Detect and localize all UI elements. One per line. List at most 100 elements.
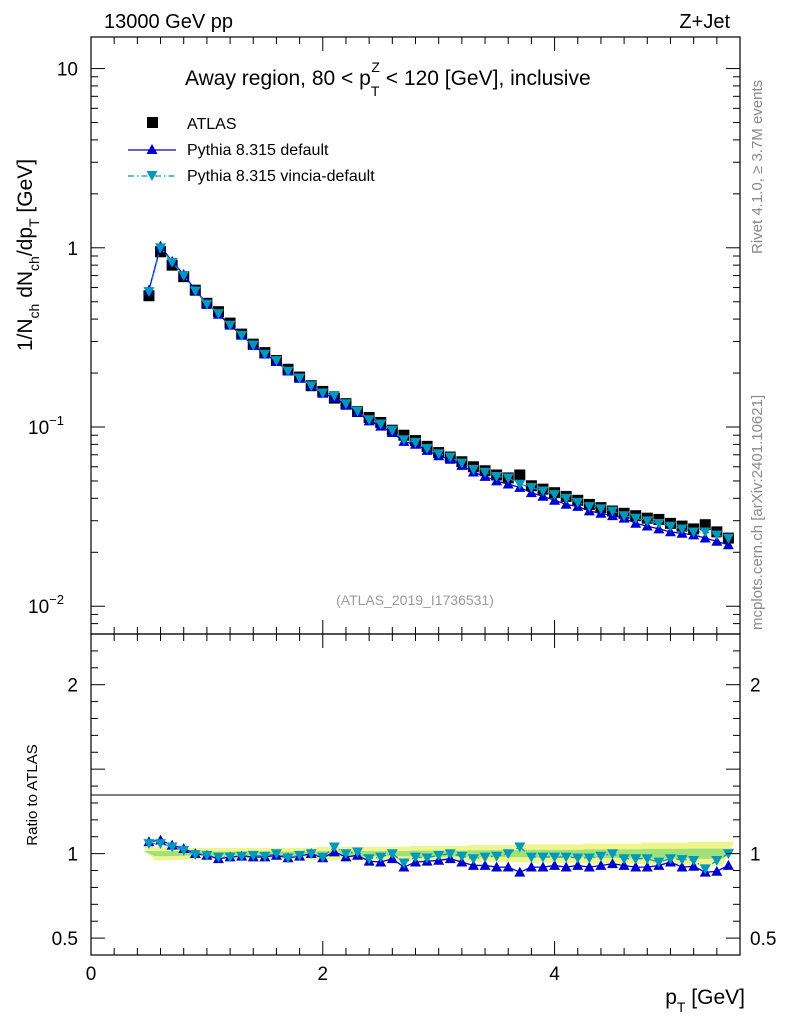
ratio-pythia-default-point — [722, 859, 734, 870]
ratio-pythia-vincia-point — [583, 853, 595, 864]
pythia-vincia-point — [653, 518, 665, 529]
pythia-vincia-point — [688, 527, 700, 538]
pythia-vincia-point — [491, 472, 503, 482]
legend: ATLAS Pythia 8.315 default Pythia 8.315 … — [128, 116, 375, 185]
ratio-y-tick-label-left: 2 — [67, 676, 78, 697]
ratio-pythia-vincia-point — [444, 849, 456, 860]
legend-label-atlas: ATLAS — [187, 116, 237, 133]
atlas-data-point — [398, 429, 410, 441]
ratio-pythia-vincia-point — [595, 851, 607, 862]
pythia-vincia-point — [676, 524, 688, 535]
ratio-pythia-vincia-point — [537, 852, 549, 863]
ratio-pythia-vincia-point — [607, 849, 619, 860]
ratio-pythia-vincia-point — [270, 849, 282, 860]
ratio-pythia-default-point — [525, 861, 537, 872]
pythia-vincia-point — [178, 271, 190, 282]
ratio-pythia-vincia-point — [375, 852, 387, 863]
pythia-vincia-point — [699, 527, 711, 538]
ratio-pythia-default-point — [572, 859, 584, 870]
pythia-vincia-point — [270, 356, 282, 367]
legend-marker-pythia-default — [146, 144, 158, 154]
ratio-pythia-vincia-point — [479, 852, 491, 863]
ratio-pythia-vincia-point — [641, 854, 653, 865]
ratio-pythia-default-point — [711, 865, 723, 876]
ratio-pythia-vincia-point — [212, 852, 224, 863]
ratio-pythia-vincia-point — [699, 864, 711, 875]
pythia-vincia-point — [618, 511, 630, 522]
mcplots-label: mcplots.cern.ch [arXiv:2401.10621] — [749, 395, 766, 630]
ratio-pythia-vincia-point — [189, 850, 201, 860]
ratio-pythia-vincia-point — [491, 851, 503, 862]
x-tick-label: 4 — [549, 964, 560, 985]
ratio-pythia-default-point — [467, 859, 479, 870]
ratio-y-tick-label-left: 1 — [67, 845, 78, 866]
main-y-tick-label: 10 — [57, 60, 78, 81]
pythia-vincia-point — [421, 443, 433, 454]
pythia-vincia-point — [375, 419, 387, 430]
pythia-vincia-point — [456, 458, 468, 469]
pythia-vincia-point — [664, 521, 676, 532]
ratio-pythia-default-point — [641, 861, 653, 872]
ratio-pythia-default-point — [491, 861, 503, 872]
ratio-pythia-vincia-point — [549, 852, 561, 863]
pythia-vincia-point — [537, 486, 549, 497]
pythia-vincia-point — [560, 493, 572, 504]
ratio-pythia-vincia-point — [328, 842, 340, 853]
ratio-pythia-vincia-point — [433, 850, 445, 861]
ratio-tick-labels: 0.5 0.5 1 1 2 2 0 2 4 — [52, 676, 777, 985]
legend-label-pythia-vincia: Pythia 8.315 vincia-default — [187, 168, 375, 185]
legend-label-pythia-default: Pythia 8.315 default — [187, 142, 329, 159]
pythia-vincia-point — [352, 406, 364, 417]
ratio-pythia-vincia-point — [664, 854, 676, 865]
pythia-vincia-point — [294, 373, 306, 384]
pythia-vincia-point — [386, 425, 398, 436]
legend-marker-atlas — [147, 117, 158, 128]
ratio-pythia-vincia-point — [178, 845, 190, 856]
main-panel: 10−2 10−1 1 10 Away region, 80 < pTZ < 120 … — [14, 36, 741, 635]
ratio-y-axis-label: Ratio to ATLAS — [24, 744, 41, 845]
pythia-vincia-point — [189, 286, 201, 297]
ratio-pythia-vincia-point — [502, 849, 514, 860]
ratio-pythia-vincia-point — [456, 851, 468, 862]
ratio-pythia-vincia-point — [363, 854, 375, 865]
pythia-vincia-point — [444, 452, 456, 463]
pythia-vincia-point — [549, 490, 561, 501]
ratio-pythia-vincia-point — [317, 852, 329, 863]
ratio-pythia-vincia-point — [340, 849, 352, 860]
header-left-label: 13000 GeV pp — [104, 11, 233, 33]
ratio-y-tick-label-right: 0.5 — [750, 929, 776, 950]
ratio-pythia-vincia-point — [305, 849, 317, 860]
ratio-pythia-default-point — [502, 861, 514, 872]
pythia-vincia-point — [641, 516, 653, 527]
pythia-vincia-point — [247, 340, 259, 351]
header-right-label: Z+Jet — [679, 11, 730, 33]
pythia-vincia-point — [502, 473, 514, 484]
ratio-pythia-vincia-point — [421, 853, 433, 864]
ratio-panel: 0.5 0.5 1 1 2 2 0 2 4 Ratio to ATLAS pT [GeV] — [24, 633, 777, 1015]
pythia-vincia-point — [525, 483, 537, 493]
ratio-pythia-default-point — [607, 858, 619, 869]
ratio-pythia-default-point — [618, 859, 630, 870]
legend-marker-pythia-vincia — [146, 171, 158, 181]
ratio-pythia-default-point — [630, 861, 642, 872]
ratio-pythia-default-point — [537, 861, 549, 872]
ratio-pythia-vincia-point — [514, 842, 526, 853]
ratio-pythia-vincia-point — [722, 849, 734, 860]
x-tick-label: 2 — [317, 964, 328, 985]
main-y-tick-label: 10−2 — [28, 592, 64, 618]
ratio-pythia-default-point — [583, 861, 595, 872]
ratio-pythia-vincia-point — [143, 839, 155, 849]
ratio-pythia-vincia-point — [410, 852, 421, 863]
ratio-y-tick-label-right: 2 — [750, 676, 761, 697]
ratio-pythia-vincia-point — [201, 850, 213, 861]
ratio-pythia-vincia-point — [676, 855, 688, 866]
ratio-pythia-vincia-point — [247, 850, 259, 861]
pythia-vincia-point — [317, 388, 329, 399]
ratio-pythia-vincia-point — [236, 851, 248, 862]
pythia-vincia-point — [155, 243, 167, 254]
pythia-vincia-point — [410, 438, 421, 448]
ratio-ticks — [90, 634, 741, 955]
pythia-vincia-point — [595, 504, 607, 515]
ratio-pythia-default-point — [514, 866, 526, 877]
